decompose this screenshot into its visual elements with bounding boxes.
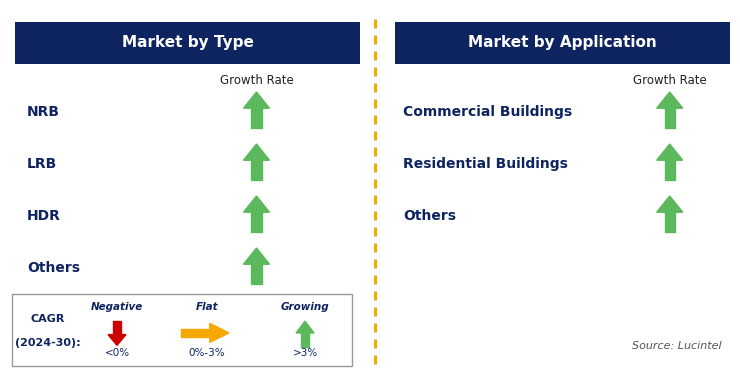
Polygon shape xyxy=(665,212,675,232)
Text: LRB: LRB xyxy=(27,157,57,171)
FancyBboxPatch shape xyxy=(12,294,352,366)
Polygon shape xyxy=(181,329,210,337)
Polygon shape xyxy=(108,334,126,345)
Polygon shape xyxy=(113,321,121,334)
Text: Others: Others xyxy=(403,209,456,223)
Text: Negative: Negative xyxy=(91,302,143,312)
Text: CAGR: CAGR xyxy=(31,314,65,324)
FancyBboxPatch shape xyxy=(395,22,730,64)
Text: Residential Buildings: Residential Buildings xyxy=(403,157,568,171)
Polygon shape xyxy=(243,92,269,108)
Text: <0%: <0% xyxy=(104,348,130,358)
Text: Others: Others xyxy=(27,261,80,275)
Text: Growing: Growing xyxy=(280,302,329,312)
Polygon shape xyxy=(656,144,683,160)
Polygon shape xyxy=(296,321,314,333)
Text: Flat: Flat xyxy=(195,302,218,312)
Polygon shape xyxy=(656,92,683,108)
Polygon shape xyxy=(656,196,683,212)
Text: NRB: NRB xyxy=(27,105,60,119)
Polygon shape xyxy=(301,333,309,347)
Text: Growth Rate: Growth Rate xyxy=(220,73,293,86)
Polygon shape xyxy=(252,212,262,232)
Polygon shape xyxy=(243,196,269,212)
Text: Market by Application: Market by Application xyxy=(468,35,657,51)
Polygon shape xyxy=(252,108,262,128)
Text: Commercial Buildings: Commercial Buildings xyxy=(403,105,572,119)
Text: HDR: HDR xyxy=(27,209,61,223)
Text: (2024-30):: (2024-30): xyxy=(16,338,81,348)
Text: Growth Rate: Growth Rate xyxy=(633,73,707,86)
Text: Market by Type: Market by Type xyxy=(121,35,253,51)
Polygon shape xyxy=(243,144,269,160)
Text: >3%: >3% xyxy=(292,348,317,358)
Text: 0%-3%: 0%-3% xyxy=(189,348,225,358)
Text: Source: Lucintel: Source: Lucintel xyxy=(633,341,722,351)
Polygon shape xyxy=(243,248,269,264)
Polygon shape xyxy=(665,108,675,128)
FancyBboxPatch shape xyxy=(15,22,360,64)
Polygon shape xyxy=(665,160,675,180)
Polygon shape xyxy=(210,323,229,343)
Polygon shape xyxy=(252,160,262,180)
Polygon shape xyxy=(252,264,262,284)
